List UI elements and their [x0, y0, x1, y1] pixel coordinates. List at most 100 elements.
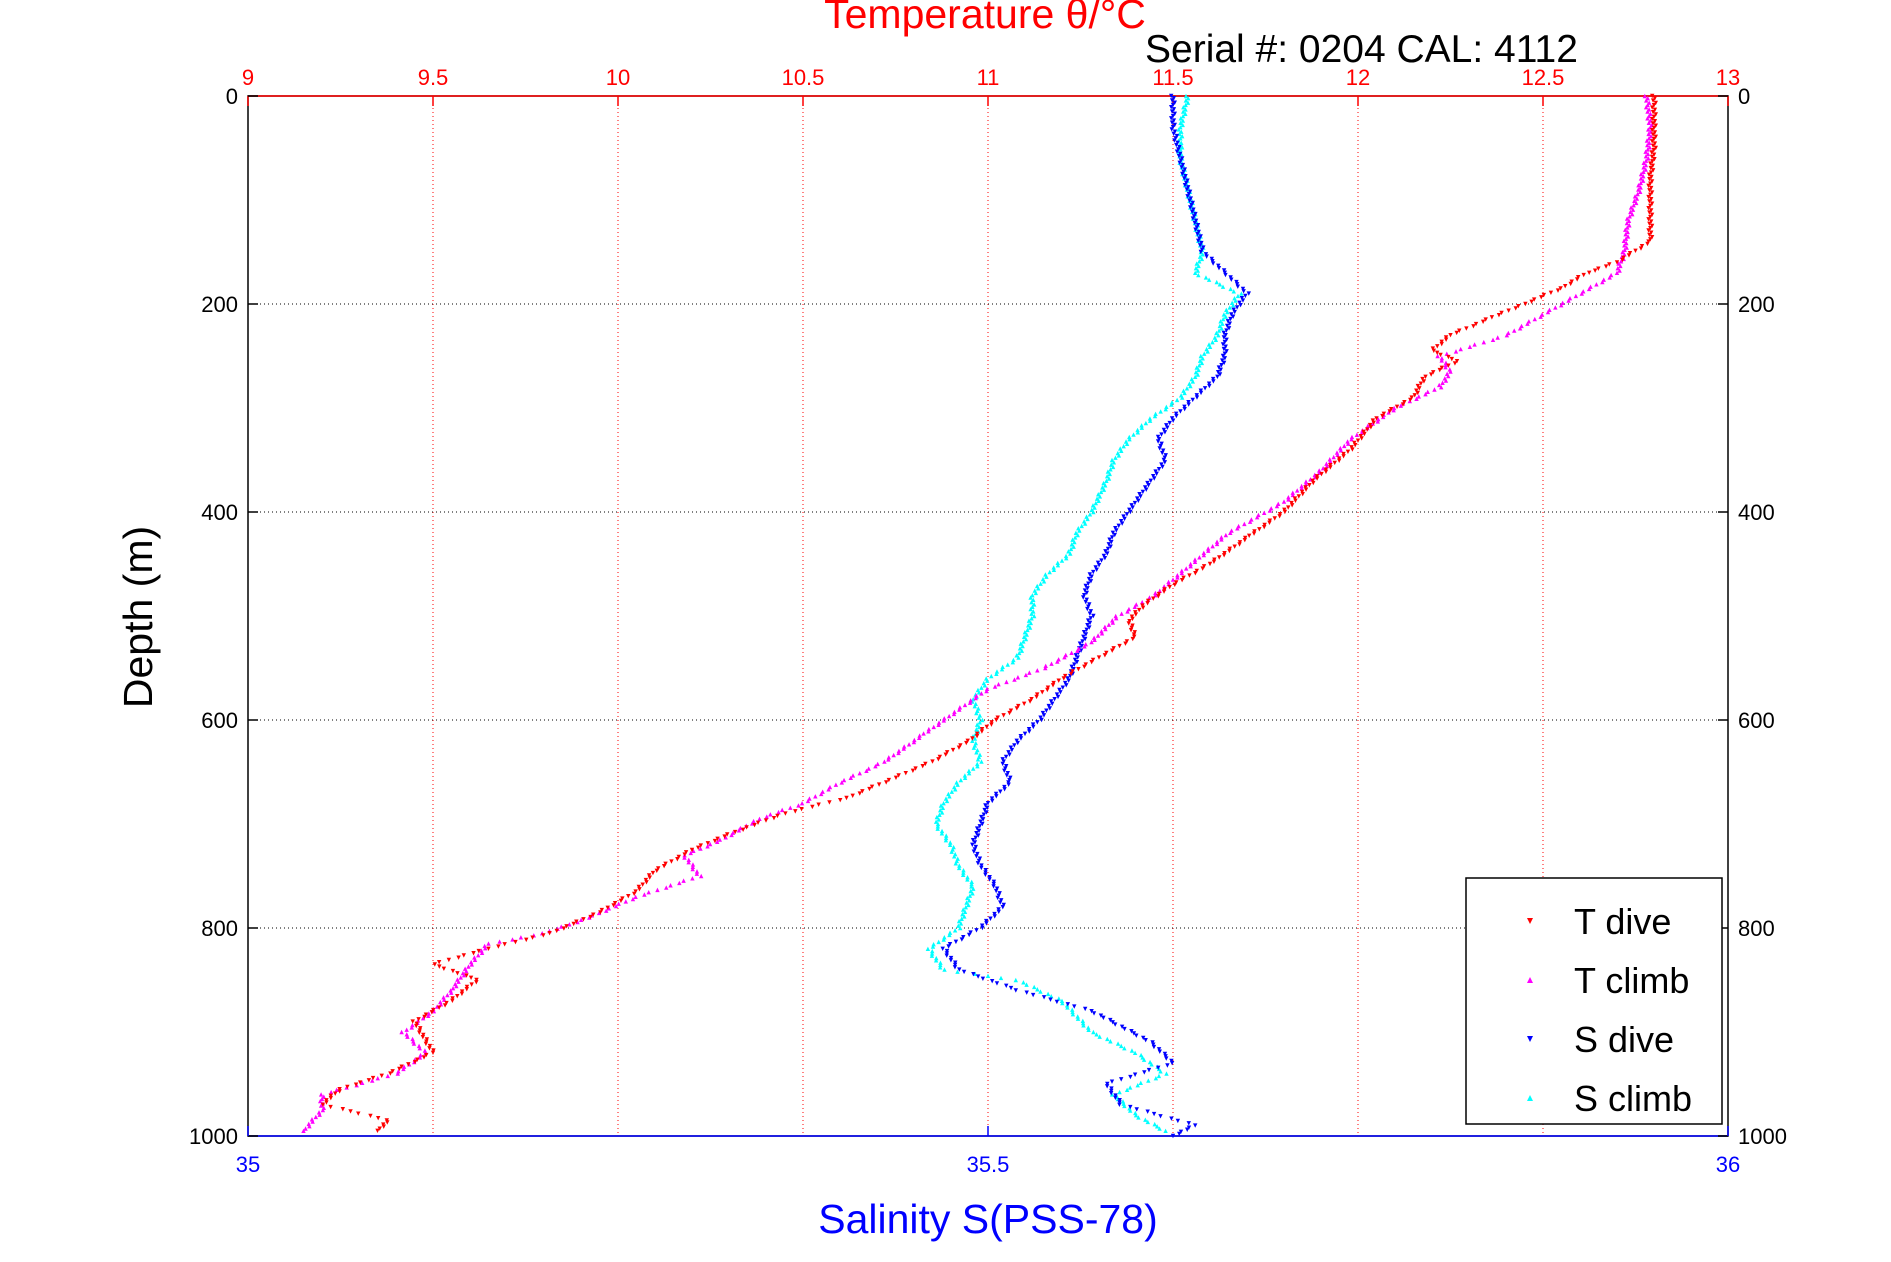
data-point [995, 895, 1000, 901]
data-point [1234, 279, 1239, 285]
data-point [1170, 102, 1176, 108]
data-point [375, 1128, 380, 1133]
data-point [1056, 996, 1062, 1001]
data-point [1220, 358, 1225, 363]
data-point [1021, 634, 1027, 639]
data-point [1024, 990, 1029, 995]
data-point [969, 884, 974, 889]
data-point [1370, 418, 1376, 423]
data-point [1041, 995, 1047, 1000]
data-point [1169, 120, 1175, 125]
data-point [1170, 1133, 1176, 1139]
data-point [1071, 544, 1076, 549]
data-point [869, 784, 875, 790]
data-point [992, 914, 997, 919]
depth-tick-label-right: 200 [1738, 292, 1775, 317]
data-point [1331, 454, 1336, 460]
data-point [810, 804, 815, 810]
data-point [436, 959, 442, 965]
data-point [1649, 223, 1655, 229]
data-point [799, 801, 805, 806]
data-point [1234, 305, 1240, 310]
data-point [530, 935, 535, 940]
data-point [1194, 365, 1199, 370]
data-point [1086, 604, 1091, 609]
data-point [977, 824, 982, 829]
data-point [994, 794, 999, 799]
data-point [1061, 676, 1066, 681]
data-point [1374, 416, 1379, 421]
data-point [1072, 539, 1077, 545]
data-point [1224, 328, 1229, 333]
data-point [1184, 187, 1190, 192]
depth-tick-label-left: 600 [201, 708, 238, 733]
data-point [1648, 181, 1653, 186]
data-point [455, 971, 460, 976]
data-point [950, 747, 956, 753]
data-point [631, 891, 637, 897]
data-point [1648, 214, 1653, 220]
data-point [1128, 1104, 1133, 1110]
data-point [1004, 773, 1010, 778]
data-point [426, 1013, 431, 1019]
data-point [1398, 403, 1404, 408]
data-point [896, 750, 901, 756]
data-point [1084, 597, 1089, 603]
data-point [429, 1010, 435, 1015]
data-point [867, 786, 872, 792]
data-point [1457, 328, 1462, 333]
data-point [930, 759, 935, 764]
data-point [929, 953, 935, 958]
data-point [931, 941, 936, 947]
data-point [431, 1048, 436, 1053]
data-point [985, 805, 990, 811]
data-point [1091, 1029, 1096, 1035]
data-point [977, 720, 982, 725]
data-point [1646, 120, 1652, 125]
data-point [1028, 606, 1033, 612]
data-point [1645, 241, 1650, 247]
data-point [588, 914, 593, 920]
data-point [1174, 397, 1180, 403]
data-point [1165, 1063, 1170, 1068]
data-point [1223, 314, 1228, 319]
data-point [1206, 277, 1212, 282]
data-point [1643, 149, 1648, 154]
data-point [1624, 216, 1630, 221]
data-point [476, 952, 481, 958]
data-point [368, 1113, 373, 1119]
data-point [1082, 1006, 1088, 1012]
data-point [1643, 153, 1649, 159]
data-point [1435, 353, 1440, 359]
data-point [1052, 697, 1057, 702]
data-point [1122, 1103, 1127, 1109]
data-point [1041, 579, 1047, 584]
data-point [1105, 469, 1111, 474]
data-point [1231, 307, 1236, 312]
data-point [1023, 672, 1029, 678]
data-point [1648, 165, 1653, 171]
data-point [1178, 151, 1183, 157]
data-point [1038, 989, 1043, 994]
data-point [1085, 586, 1090, 591]
data-point [646, 889, 651, 895]
data-point [952, 854, 957, 859]
legend-marker [1527, 977, 1533, 983]
data-point [1143, 1037, 1148, 1043]
data-point [1172, 122, 1177, 128]
data-point [1624, 220, 1630, 226]
data-point [1220, 353, 1226, 359]
data-point [1112, 532, 1117, 538]
data-point [424, 1037, 430, 1042]
data-point [1016, 703, 1021, 709]
data-point [1644, 98, 1649, 103]
data-point [441, 997, 447, 1002]
data-point [1223, 532, 1229, 538]
data-point [1141, 1035, 1146, 1041]
data-point [1649, 185, 1654, 191]
data-point [686, 857, 691, 863]
data-point [1538, 314, 1543, 319]
data-point [1159, 441, 1164, 447]
data-point [1217, 282, 1223, 287]
data-point [913, 766, 918, 771]
